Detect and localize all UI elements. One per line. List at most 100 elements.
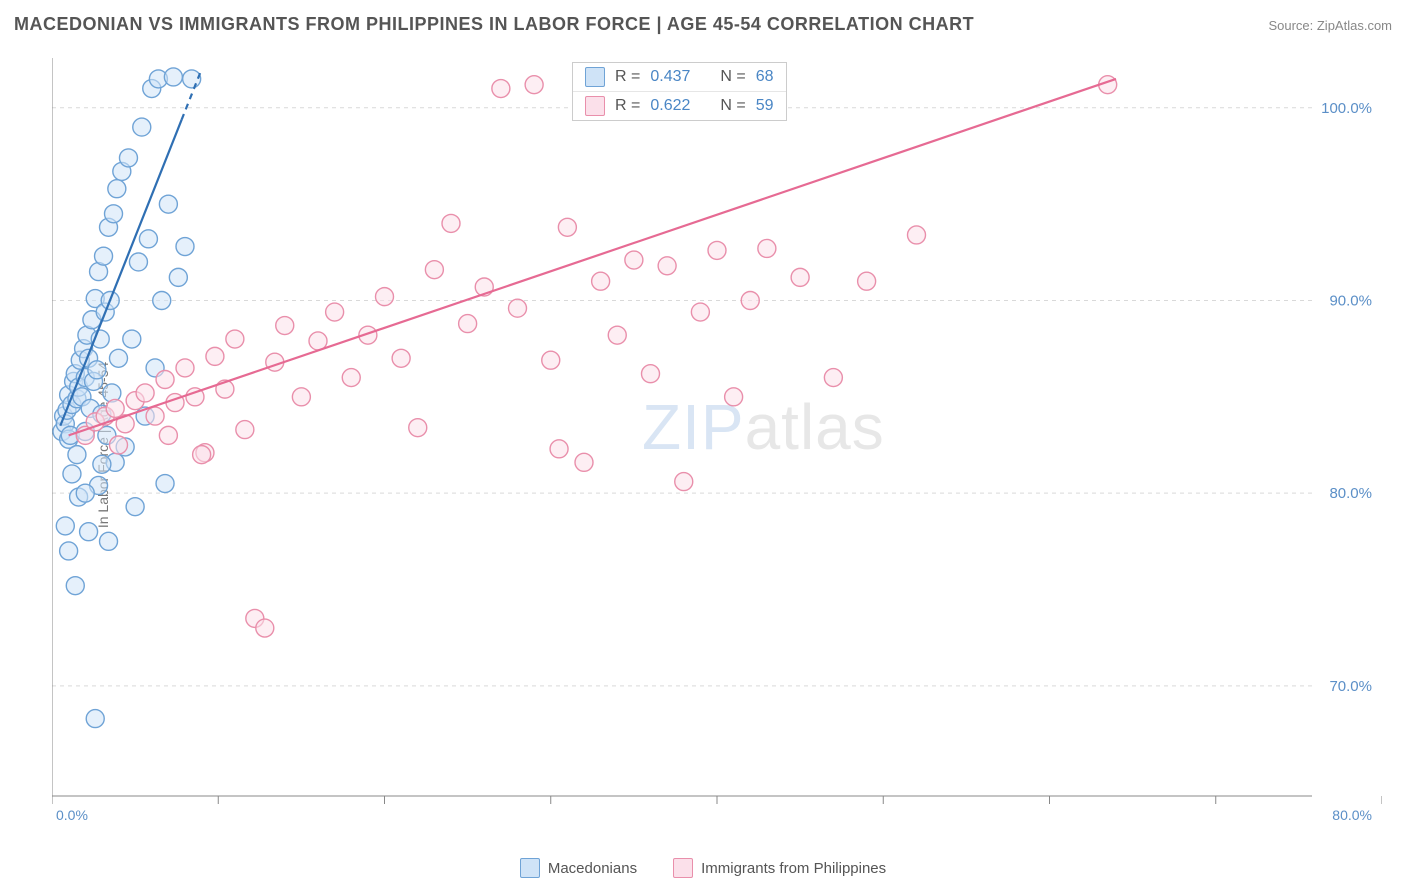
chart-area: In Labor Force | Age 45-54 70.0%80.0%90.… xyxy=(52,50,1382,840)
scatter-point xyxy=(425,261,443,279)
scatter-point xyxy=(106,399,124,417)
scatter-point xyxy=(88,361,106,379)
scatter-point xyxy=(110,436,128,454)
scatter-point xyxy=(100,532,118,550)
scatter-point xyxy=(156,475,174,493)
scatter-point xyxy=(68,446,86,464)
scatter-point xyxy=(60,542,78,560)
stats-n-label: N = xyxy=(720,97,745,115)
y-tick-label: 80.0% xyxy=(1329,485,1372,502)
legend-label: Macedonians xyxy=(548,860,637,877)
scatter-point xyxy=(164,68,182,86)
stats-row: R = 0.622 N = 59 xyxy=(573,91,786,120)
stats-swatch xyxy=(585,96,605,116)
legend-swatch xyxy=(673,858,693,878)
y-tick-label: 70.0% xyxy=(1329,678,1372,695)
scatter-point xyxy=(708,241,726,259)
scatter-point xyxy=(206,347,224,365)
legend-swatch xyxy=(520,858,540,878)
scatter-point xyxy=(625,251,643,269)
scatter-point xyxy=(592,272,610,290)
scatter-point xyxy=(105,205,123,223)
y-tick-label: 100.0% xyxy=(1321,100,1372,117)
scatter-point xyxy=(159,195,177,213)
stats-swatch xyxy=(585,67,605,87)
scatter-point xyxy=(791,268,809,286)
scatter-point xyxy=(110,349,128,367)
legend-item: Immigrants from Philippines xyxy=(673,858,886,878)
scatter-point xyxy=(858,272,876,290)
scatter-point xyxy=(558,218,576,236)
scatter-point xyxy=(123,330,141,348)
scatter-point xyxy=(542,351,560,369)
stats-r-label: R = xyxy=(615,97,640,115)
chart-title: MACEDONIAN VS IMMIGRANTS FROM PHILIPPINE… xyxy=(14,14,974,35)
scatter-point xyxy=(236,421,254,439)
stats-row: R = 0.437 N = 68 xyxy=(573,63,786,91)
x-end-label: 80.0% xyxy=(1332,807,1372,823)
scatter-point xyxy=(256,619,274,637)
title-bar: MACEDONIAN VS IMMIGRANTS FROM PHILIPPINE… xyxy=(14,14,1392,35)
scatter-point xyxy=(725,388,743,406)
legend-label: Immigrants from Philippines xyxy=(701,860,886,877)
scatter-point xyxy=(908,226,926,244)
scatter-point xyxy=(459,315,477,333)
bottom-legend: Macedonians Immigrants from Philippines xyxy=(0,858,1406,878)
scatter-point xyxy=(139,230,157,248)
source-label: Source: ZipAtlas.com xyxy=(1268,18,1392,33)
scatter-point xyxy=(342,369,360,387)
scatter-point xyxy=(226,330,244,348)
stats-r-label: R = xyxy=(615,68,640,86)
scatter-point xyxy=(93,455,111,473)
scatter-point xyxy=(525,76,543,94)
scatter-point xyxy=(691,303,709,321)
scatter-point xyxy=(675,473,693,491)
scatter-point xyxy=(95,247,113,265)
scatter-point xyxy=(392,349,410,367)
scatter-point xyxy=(169,268,187,286)
scatter-point xyxy=(326,303,344,321)
scatter-point xyxy=(176,238,194,256)
scatter-point xyxy=(376,288,394,306)
scatter-point xyxy=(550,440,568,458)
stats-n-label: N = xyxy=(720,68,745,86)
stats-r-value: 0.622 xyxy=(650,97,690,115)
scatter-point xyxy=(126,498,144,516)
scatter-chart-svg: 70.0% 80.0% 90.0% 100.0% 0.0% 80.0% xyxy=(52,50,1382,840)
scatter-point xyxy=(86,710,104,728)
scatter-point xyxy=(66,577,84,595)
y-tick-label: 90.0% xyxy=(1329,292,1372,309)
scatter-point xyxy=(442,214,460,232)
scatter-point xyxy=(492,80,510,98)
scatter-point xyxy=(183,70,201,88)
scatter-point xyxy=(56,517,74,535)
stats-n-value: 68 xyxy=(756,68,774,86)
scatter-point xyxy=(608,326,626,344)
legend-item: Macedonians xyxy=(520,858,637,878)
scatter-point xyxy=(80,523,98,541)
scatter-point xyxy=(758,239,776,257)
scatter-point xyxy=(741,291,759,309)
scatter-point xyxy=(193,446,211,464)
scatter-point xyxy=(509,299,527,317)
scatter-point xyxy=(76,484,94,502)
scatter-point xyxy=(119,149,137,167)
scatter-point xyxy=(156,370,174,388)
scatter-point xyxy=(409,419,427,437)
scatter-point xyxy=(642,365,660,383)
scatter-point xyxy=(146,407,164,425)
scatter-point xyxy=(153,291,171,309)
scatter-point xyxy=(129,253,147,271)
scatter-point xyxy=(133,118,151,136)
x-origin-label: 0.0% xyxy=(56,807,88,823)
stats-box: R = 0.437 N = 68 R = 0.622 N = 59 xyxy=(572,62,787,121)
scatter-point xyxy=(136,384,154,402)
stats-r-value: 0.437 xyxy=(650,68,690,86)
scatter-point xyxy=(176,359,194,377)
scatter-point xyxy=(292,388,310,406)
stats-n-value: 59 xyxy=(756,97,774,115)
scatter-point xyxy=(63,465,81,483)
scatter-point xyxy=(159,426,177,444)
scatter-point xyxy=(658,257,676,275)
scatter-point xyxy=(108,180,126,198)
